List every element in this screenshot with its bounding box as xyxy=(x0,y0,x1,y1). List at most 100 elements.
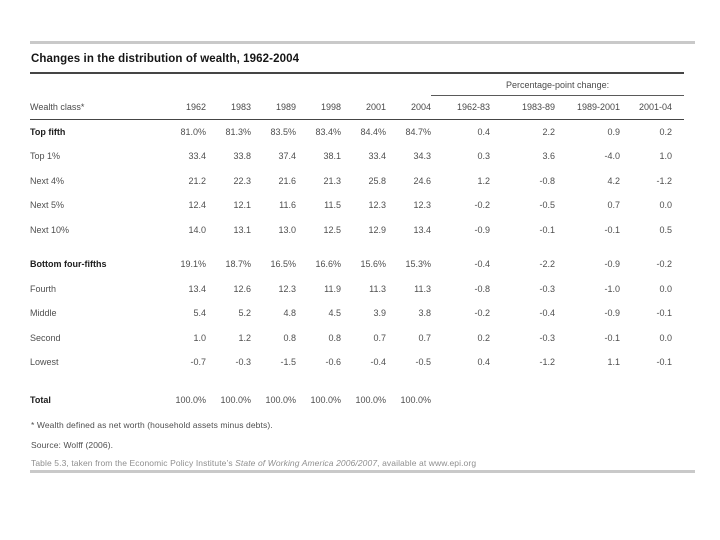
wealth-class-column-header: Wealth class* xyxy=(30,95,161,120)
change-period-column-header: 1983-89 xyxy=(490,95,556,120)
value-cell: -0.6 xyxy=(325,357,341,367)
value-cell: 83.5% xyxy=(270,126,296,137)
change-cell: 1.2 xyxy=(477,175,491,186)
value-cell: 12.4 xyxy=(188,200,206,210)
value-cell: 11.5 xyxy=(324,200,341,210)
value-cell: 84.7% xyxy=(405,126,432,137)
value-cell: 3.9 xyxy=(373,308,386,318)
value-cell: 84.4% xyxy=(360,126,386,137)
change-cell: -0.2 xyxy=(656,259,673,269)
value-cell: 5.2 xyxy=(238,308,251,318)
group-spacer-row xyxy=(30,243,684,253)
change-cell: 0.4 xyxy=(477,126,491,137)
value-cell: 15.3% xyxy=(405,259,432,269)
change-group-header-row: Percentage-point change: xyxy=(30,77,685,96)
change-period-column-header: 1962-83 xyxy=(431,95,491,120)
value-cell: 11.6 xyxy=(279,200,296,210)
change-period-column-header: 1989-2001 xyxy=(555,95,621,120)
change-cell: -1.2 xyxy=(539,357,556,367)
value-cell: 0.8 xyxy=(283,332,296,343)
change-cell: -2.2 xyxy=(539,259,556,269)
value-cell: 12.3 xyxy=(278,283,296,294)
value-cell: -0.7 xyxy=(190,357,206,367)
change-period-column-header: 2001-04 xyxy=(620,95,673,120)
change-cell: -0.1 xyxy=(604,224,621,235)
value-cell: 24.6 xyxy=(413,175,432,186)
value-cell: 37.4 xyxy=(278,151,296,161)
row-edge-spacer xyxy=(672,253,684,278)
value-cell: 21.6 xyxy=(278,175,296,186)
value-cell: 33.8 xyxy=(233,151,251,161)
value-cell: 11.9 xyxy=(324,283,341,294)
row-edge-spacer xyxy=(672,302,684,327)
change-cell: -0.1 xyxy=(604,332,621,343)
value-cell: 12.6 xyxy=(233,283,251,294)
value-cell: 16.6% xyxy=(315,259,341,269)
row-edge-spacer xyxy=(672,145,684,170)
row-label: Second xyxy=(30,332,61,343)
change-cell: 0.0 xyxy=(659,200,673,210)
year-column-header: 1962 xyxy=(161,95,206,120)
value-cell: 0.8 xyxy=(328,332,341,343)
row-edge-spacer xyxy=(672,120,684,145)
value-cell: 81.3% xyxy=(225,126,251,137)
change-cell: 1.0 xyxy=(659,151,673,161)
row-label: Top 1% xyxy=(30,151,61,161)
change-cell: -0.1 xyxy=(539,224,556,235)
table-row: Next 10% 14.0 13.1 13.0 12.5 12.9 13.4 -0.9 -0.1… xyxy=(30,218,684,243)
value-cell: 13.0 xyxy=(278,224,296,235)
row-label: Next 4% xyxy=(30,175,65,186)
row-label: Next 10% xyxy=(30,224,70,235)
footnote-source: Source: Wolff (2006). xyxy=(31,440,114,450)
value-cell: 21.2 xyxy=(188,175,206,186)
table-row: Bottom four-fifths 19.1% 18.7% 16.5% 16.6% 15… xyxy=(30,253,684,278)
value-cell: -0.3 xyxy=(235,357,251,367)
value-cell: 3.8 xyxy=(418,308,432,318)
value-cell: 100.0% xyxy=(400,394,432,405)
row-label: Total xyxy=(30,394,51,405)
change-cell: 0.0 xyxy=(659,283,673,294)
change-cell: -0.3 xyxy=(539,332,556,343)
change-cell: 0.5 xyxy=(659,224,673,235)
change-cell: -1.2 xyxy=(656,175,673,186)
row-label: Fourth xyxy=(30,283,57,294)
value-cell: -0.4 xyxy=(370,357,386,367)
change-cell: 3.6 xyxy=(542,151,556,161)
table-row: Next 4% 21.2 22.3 21.6 21.3 25.8 24.6 1.2 -0.8 4.… xyxy=(30,169,684,194)
value-cell: 83.4% xyxy=(315,126,341,137)
wealth-distribution-table: Percentage-point change: Wealth class* 19… xyxy=(30,77,685,413)
change-cell: -0.1 xyxy=(656,308,673,318)
change-cell: 0.7 xyxy=(607,200,621,210)
row-edge-spacer xyxy=(672,351,684,376)
change-cell: -0.4 xyxy=(474,259,491,269)
footnote-credit-prefix: Table 5.3, taken from the Economic Polic… xyxy=(31,458,236,468)
row-label: Next 5% xyxy=(30,200,65,210)
value-cell: 1.2 xyxy=(238,332,251,343)
value-cell: 16.5% xyxy=(270,259,296,269)
row-label: Bottom four-fifths xyxy=(30,259,107,269)
table-row: Top fifth 81.0% 81.3% 83.5% 83.4% 84.4% 84.7% 0… xyxy=(30,120,684,145)
year-column-header: 1998 xyxy=(296,95,341,120)
change-cell: -0.9 xyxy=(604,308,621,318)
value-cell: 4.5 xyxy=(328,308,341,318)
change-cell: 4.2 xyxy=(607,175,621,186)
header-edge-spacer xyxy=(672,95,685,120)
year-column-header: 2004 xyxy=(386,95,432,120)
change-cell: -0.9 xyxy=(474,224,491,235)
change-cell: -0.2 xyxy=(474,308,491,318)
top-divider-bar xyxy=(30,41,695,44)
change-cell: -0.3 xyxy=(539,283,556,294)
change-cell: 0.9 xyxy=(607,126,621,137)
change-cell: -0.5 xyxy=(539,200,556,210)
year-column-header: 1989 xyxy=(251,95,296,120)
row-edge-spacer xyxy=(672,277,684,302)
year-column-header: 1983 xyxy=(206,95,251,120)
value-cell: 18.7% xyxy=(225,259,251,269)
value-cell: 33.4 xyxy=(368,151,386,161)
change-cell: -1.0 xyxy=(604,283,621,294)
group-spacer-row xyxy=(30,375,684,388)
value-cell: 13.4 xyxy=(413,224,432,235)
value-cell: 11.3 xyxy=(369,283,386,294)
change-cell: 1.1 xyxy=(607,357,621,367)
value-cell: 100.0% xyxy=(175,394,206,405)
